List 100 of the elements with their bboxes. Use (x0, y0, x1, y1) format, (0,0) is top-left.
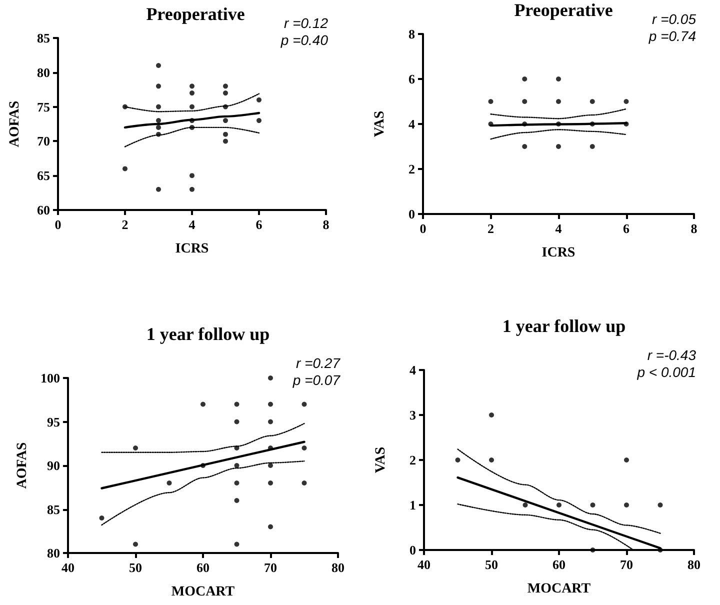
y-axis-title: AOFAS (8, 100, 22, 148)
point (268, 463, 273, 468)
point (302, 446, 307, 450)
x-axis-title: MOCART (527, 582, 592, 596)
point (268, 524, 273, 530)
point (223, 132, 228, 137)
y-tick-label: 65 (37, 168, 50, 184)
y-tick-label: 4 (408, 116, 416, 132)
point (268, 376, 273, 380)
point (190, 90, 194, 96)
point (234, 498, 240, 503)
point (234, 480, 240, 486)
y-tick-label: 0 (410, 542, 416, 558)
point (590, 502, 596, 508)
point (190, 186, 194, 192)
point (590, 99, 595, 104)
text: r =-0.43 (647, 347, 696, 363)
point (156, 132, 161, 137)
line-series (490, 108, 627, 120)
y-tick-label: 2 (410, 452, 416, 468)
point (234, 402, 240, 407)
y-tick-label: 95 (47, 414, 60, 430)
text: r =0.27 (296, 355, 342, 371)
point (556, 76, 561, 82)
point (190, 84, 194, 89)
line-series (101, 422, 305, 453)
line-series (490, 129, 627, 140)
point (156, 63, 161, 68)
y-tick-label: 0 (408, 206, 415, 222)
x-tick-label: 50 (129, 560, 142, 575)
point (658, 502, 663, 508)
x-tick-label: 40 (62, 560, 74, 575)
text: r =0.05 (652, 11, 696, 27)
y-tick-label: 85 (37, 30, 50, 46)
line-series (457, 448, 661, 534)
point (122, 104, 128, 110)
line-series (124, 112, 260, 129)
y-tick-label: 1 (410, 498, 416, 512)
point (234, 463, 240, 468)
x-tick-label: 40 (418, 557, 430, 572)
point (268, 480, 273, 486)
point (488, 99, 494, 104)
point (556, 502, 562, 508)
x-tick-label: 0 (420, 221, 426, 236)
x-tick-label: 2 (122, 217, 128, 232)
point (556, 99, 561, 104)
y-tick-label: 70 (37, 134, 50, 149)
point (624, 502, 629, 508)
point (133, 542, 138, 547)
annotation: p < 0.001 (636, 364, 696, 380)
point (234, 419, 240, 424)
y-axis-title: VAS (374, 446, 388, 474)
y-tick-label: 80 (37, 64, 50, 80)
x-tick-label: 70 (264, 560, 277, 575)
point (99, 516, 104, 520)
text: r =0.12 (284, 15, 328, 31)
point (234, 542, 240, 547)
point (190, 173, 194, 178)
y-tick-label: 90 (47, 458, 60, 473)
point (190, 104, 194, 110)
point (522, 99, 528, 104)
x-tick-label: 6 (623, 221, 630, 236)
y-tick-label: 60 (37, 202, 50, 218)
point (489, 412, 494, 418)
y-tick-label: 3 (410, 408, 416, 422)
point (156, 124, 161, 130)
point (522, 144, 528, 149)
point (223, 138, 228, 144)
point (455, 458, 460, 462)
x-tick-label: 4 (555, 221, 562, 236)
x-tick-label: 4 (188, 217, 196, 232)
x-tick-label: 50 (485, 557, 498, 572)
point (268, 402, 273, 407)
x-axis-title: ICRS (542, 246, 576, 260)
point (624, 99, 629, 104)
x-tick-label: 80 (332, 560, 344, 575)
annotation: p =0.40 (280, 32, 328, 48)
point (122, 166, 128, 172)
x-tick-label: 8 (690, 221, 698, 236)
point (234, 446, 240, 450)
point (156, 104, 161, 110)
point (268, 419, 273, 424)
x-tick-label: 8 (322, 217, 330, 232)
point (256, 97, 262, 102)
point (624, 458, 629, 462)
y-tick-label: 80 (47, 546, 60, 560)
x-tick-label: 80 (688, 557, 700, 572)
point (190, 124, 194, 130)
y-tick-label: 100 (40, 370, 60, 386)
y-tick-label: 2 (408, 162, 415, 176)
x-axis-title: ICRS (175, 242, 209, 256)
y-axis-title: AOFAS (15, 442, 30, 489)
point (489, 458, 494, 462)
point (522, 502, 528, 508)
point (302, 480, 307, 486)
y-tick-label: 85 (47, 502, 60, 517)
point (156, 186, 161, 192)
point (223, 104, 228, 110)
point (590, 548, 596, 552)
point (156, 118, 161, 124)
